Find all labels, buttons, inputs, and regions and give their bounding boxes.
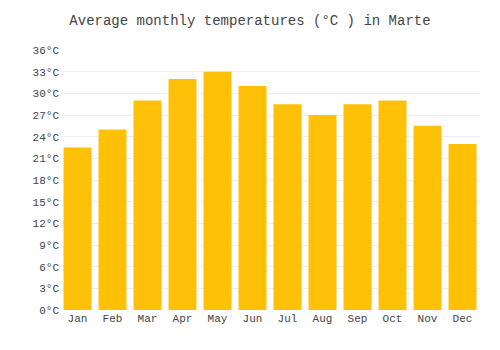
- svg-text:Jul: Jul: [278, 313, 298, 325]
- svg-text:9°C: 9°C: [39, 240, 59, 252]
- svg-text:Jan: Jan: [68, 313, 88, 325]
- svg-text:36°C: 36°C: [33, 45, 60, 57]
- svg-text:May: May: [208, 313, 228, 325]
- svg-text:30°C: 30°C: [33, 88, 60, 100]
- svg-text:0°C: 0°C: [39, 305, 59, 317]
- svg-text:Aug: Aug: [313, 313, 333, 325]
- svg-text:33°C: 33°C: [33, 67, 60, 79]
- svg-text:Sep: Sep: [348, 313, 368, 325]
- svg-text:6°C: 6°C: [39, 262, 59, 274]
- svg-text:24°C: 24°C: [33, 132, 60, 144]
- svg-text:Dec: Dec: [453, 313, 473, 325]
- svg-text:Apr: Apr: [173, 313, 193, 325]
- svg-text:Mar: Mar: [138, 313, 158, 325]
- svg-text:27°C: 27°C: [33, 110, 60, 122]
- svg-text:18°C: 18°C: [33, 175, 60, 187]
- svg-text:Nov: Nov: [418, 313, 438, 325]
- svg-text:Average monthly temperatures (: Average monthly temperatures (°C ) in Ma…: [69, 13, 430, 29]
- svg-text:Feb: Feb: [103, 313, 123, 325]
- svg-text:Jun: Jun: [243, 313, 263, 325]
- svg-text:3°C: 3°C: [39, 283, 59, 295]
- svg-text:21°C: 21°C: [33, 153, 60, 165]
- svg-text:15°C: 15°C: [33, 197, 60, 209]
- svg-text:Oct: Oct: [383, 313, 403, 325]
- svg-text:12°C: 12°C: [33, 218, 60, 230]
